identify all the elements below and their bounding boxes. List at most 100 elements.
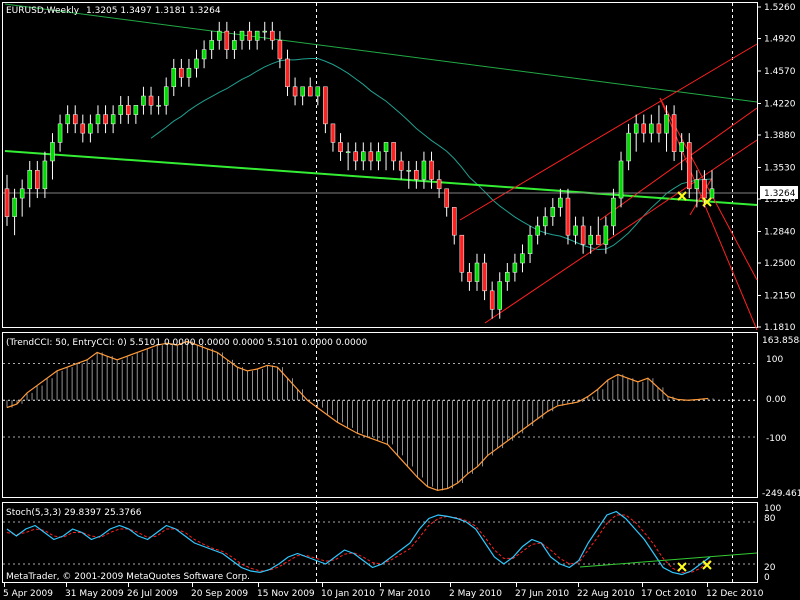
candle[interactable] [194,49,199,78]
candle[interactable] [254,30,260,50]
candle[interactable] [527,225,533,263]
candle[interactable] [626,123,631,171]
candle[interactable] [95,105,101,134]
candle[interactable] [588,225,593,254]
candle[interactable] [19,179,25,217]
candle[interactable] [57,114,63,152]
candle[interactable] [436,170,442,199]
candle[interactable] [133,105,139,124]
candle[interactable] [35,160,40,199]
candle[interactable] [489,281,495,319]
candle[interactable] [542,207,548,236]
candle[interactable] [103,105,108,134]
candle[interactable] [118,96,123,124]
candle[interactable] [300,86,305,106]
candle[interactable] [239,30,245,50]
candle[interactable] [292,77,298,106]
candle[interactable] [482,253,487,301]
candle[interactable] [596,216,601,245]
candle[interactable] [368,142,374,171]
upper-green-trendline[interactable] [4,3,758,103]
candle[interactable] [558,188,563,217]
candle[interactable] [633,114,639,152]
candle[interactable] [641,114,647,143]
candle[interactable] [330,123,336,152]
candle[interactable] [42,151,48,199]
candle[interactable] [565,188,571,245]
candle[interactable] [429,151,434,189]
candle[interactable] [345,142,351,171]
candle[interactable] [141,86,146,115]
candle[interactable] [201,40,207,69]
candle[interactable] [65,105,70,134]
candle[interactable] [262,21,267,41]
fan-line-short[interactable] [689,177,713,216]
candlesticks[interactable] [4,21,715,319]
candle[interactable] [186,58,192,87]
candle[interactable] [687,133,692,199]
candle[interactable] [444,188,449,217]
candle[interactable] [361,142,366,171]
candle[interactable] [171,58,177,97]
candle[interactable] [247,21,252,50]
candle[interactable] [217,21,222,50]
candle[interactable] [580,216,586,254]
candle[interactable] [474,253,480,291]
candle[interactable] [376,142,381,171]
candle[interactable] [27,160,32,208]
candle[interactable] [12,188,17,236]
candle[interactable] [72,105,78,134]
candle[interactable] [209,31,214,59]
candle[interactable] [110,105,116,134]
candle[interactable] [406,160,412,189]
candle[interactable] [156,96,161,115]
candle[interactable] [535,216,540,245]
candle[interactable] [694,170,700,208]
candle[interactable] [80,114,86,143]
candle[interactable] [285,49,290,97]
candle[interactable] [611,188,616,236]
candle[interactable] [383,142,389,171]
candle[interactable] [398,151,404,180]
candle[interactable] [664,105,669,152]
candle[interactable] [649,114,654,143]
candle[interactable] [656,105,662,143]
candle[interactable] [671,105,677,161]
candle[interactable] [421,151,427,189]
channel-upper-line[interactable] [459,43,758,221]
candle[interactable] [88,114,93,143]
channel-middle-line[interactable] [599,107,758,221]
candle[interactable] [679,133,684,171]
candle[interactable] [50,133,55,180]
main-green-trendline[interactable] [4,150,758,206]
candle[interactable] [550,198,556,226]
candle[interactable] [603,216,609,254]
trend-lines[interactable] [3,3,758,331]
candle[interactable] [277,31,283,69]
stoch-trendline[interactable] [579,552,758,568]
candle[interactable] [520,244,525,273]
candle[interactable] [224,21,230,59]
candle[interactable] [323,86,328,134]
candle[interactable] [414,160,419,189]
candle[interactable] [459,234,465,282]
candle[interactable] [232,31,237,59]
candle[interactable] [307,77,313,97]
candle[interactable] [391,142,396,171]
candle[interactable] [353,142,358,171]
candle[interactable] [505,263,510,291]
candle[interactable] [497,272,502,319]
candle[interactable] [338,133,343,161]
candle[interactable] [467,263,472,291]
candle[interactable] [709,170,715,199]
candle[interactable] [126,96,131,124]
candle[interactable] [179,58,184,87]
candle[interactable] [270,21,275,50]
candle[interactable] [163,77,169,115]
candle[interactable] [573,216,578,245]
candle[interactable] [512,253,518,282]
candle[interactable] [452,207,457,245]
candle[interactable] [148,86,154,115]
candle[interactable] [4,174,10,226]
